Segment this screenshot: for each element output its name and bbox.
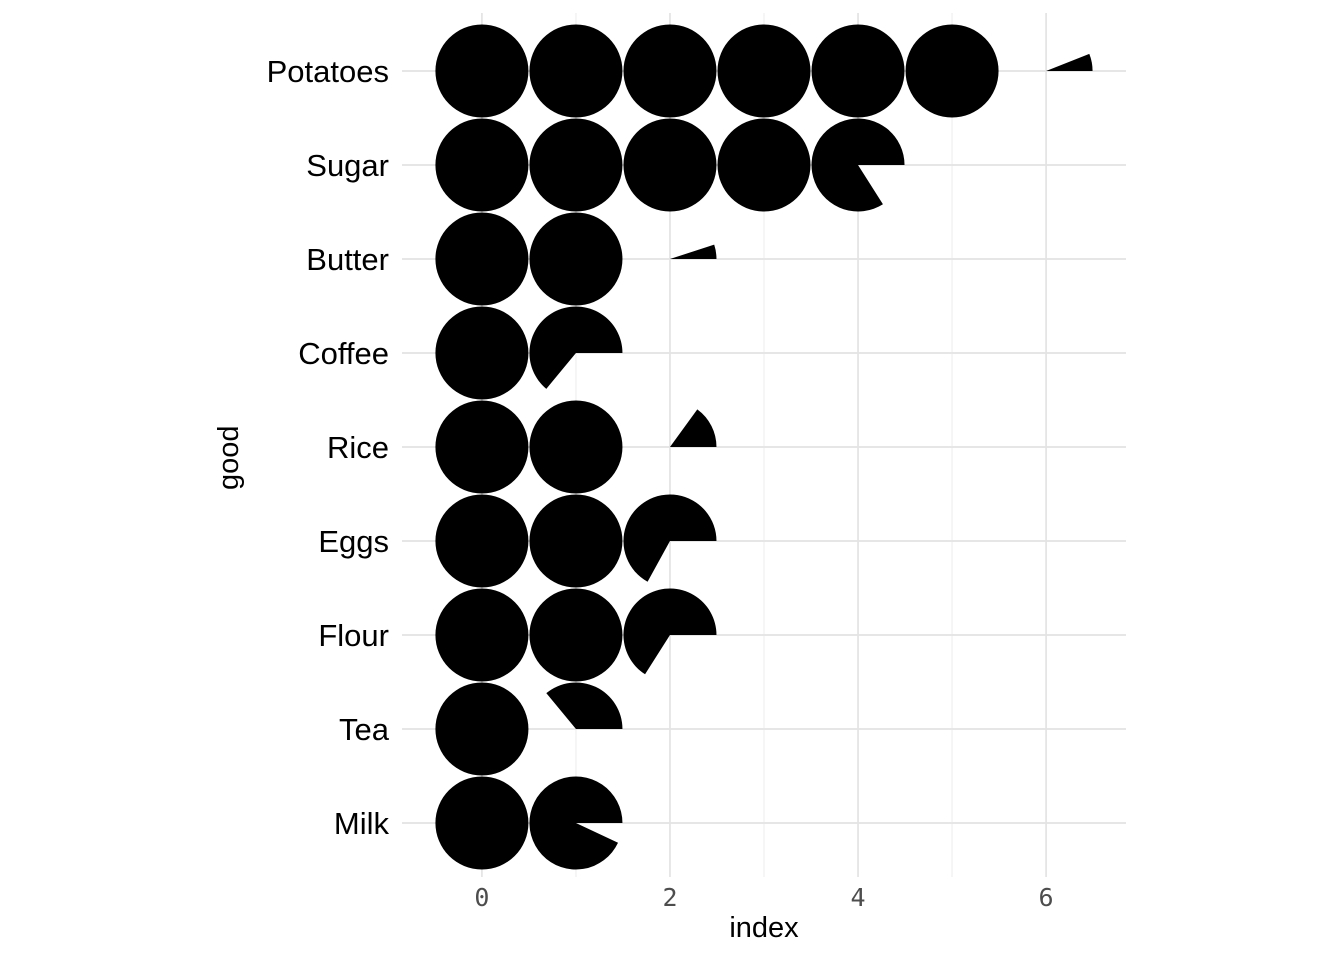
pie-glyph-partial bbox=[669, 244, 717, 259]
y-category-label: Rice bbox=[327, 430, 389, 465]
pie-glyph-full bbox=[623, 118, 717, 212]
y-category-label: Eggs bbox=[318, 524, 389, 559]
pie-glyph-full bbox=[905, 24, 999, 118]
x-tick-label: 2 bbox=[662, 883, 677, 912]
y-category-label: Milk bbox=[334, 806, 390, 841]
x-tick-label: 4 bbox=[850, 883, 865, 912]
x-axis-title: index bbox=[729, 912, 799, 944]
y-category-label: Potatoes bbox=[267, 54, 389, 89]
pie-glyph-full bbox=[435, 682, 529, 776]
pie-glyph-full bbox=[529, 24, 623, 118]
y-category-label: Sugar bbox=[306, 148, 389, 183]
pie-glyph-full bbox=[435, 118, 529, 212]
pie-glyph-partial bbox=[546, 682, 623, 729]
y-axis-title: good bbox=[213, 425, 245, 490]
pie-glyph-full bbox=[811, 24, 905, 118]
pie-glyph-full bbox=[435, 494, 529, 588]
y-category-label: Coffee bbox=[298, 336, 389, 371]
pie-glyph-full bbox=[435, 588, 529, 682]
pie-glyph-full bbox=[435, 24, 529, 118]
pie-glyph-full bbox=[623, 24, 717, 118]
pie-glyph-full bbox=[717, 118, 811, 212]
pie-glyph-partial bbox=[669, 409, 717, 447]
pie-glyph-partial bbox=[623, 494, 717, 582]
pie-glyph-partial bbox=[623, 588, 717, 675]
pie-glyph-partial bbox=[1046, 53, 1093, 71]
pie-glyph-full bbox=[435, 400, 529, 494]
pie-glyph-full bbox=[529, 212, 623, 306]
pie-glyph-partial bbox=[529, 306, 623, 389]
pie-glyph-partial bbox=[529, 776, 623, 870]
pie-glyph-full bbox=[717, 24, 811, 118]
pie-glyph-full bbox=[435, 776, 529, 870]
x-tick-label: 6 bbox=[1039, 883, 1054, 912]
y-category-label: Flour bbox=[318, 618, 389, 653]
y-category-label: Tea bbox=[339, 712, 390, 747]
pie-glyph-full bbox=[435, 212, 529, 306]
x-tick-label: 0 bbox=[474, 883, 489, 912]
pie-glyph-full bbox=[529, 400, 623, 494]
y-category-label: Butter bbox=[306, 242, 389, 277]
pie-glyph-full bbox=[435, 306, 529, 400]
pie-glyph-full bbox=[529, 588, 623, 682]
pie-glyph-partial bbox=[811, 118, 905, 212]
pie-glyph-full bbox=[529, 494, 623, 588]
pie-glyph-full bbox=[529, 118, 623, 212]
